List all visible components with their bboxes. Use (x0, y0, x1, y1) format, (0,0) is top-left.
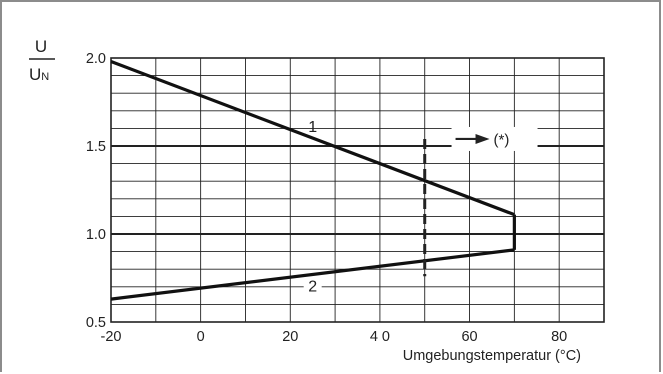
series-line (110, 248, 515, 301)
x-tick-label: -20 (101, 329, 122, 345)
x-tick-label: 20 (282, 329, 298, 345)
series-label: 1 (308, 119, 317, 136)
x-tick-label: 80 (551, 329, 567, 345)
minor-grid (111, 58, 604, 322)
x-tick-label: 4 0 (370, 329, 390, 345)
plot-border (110, 57, 605, 323)
arrow-head-icon (475, 133, 490, 144)
annotation-label: (*) (494, 131, 510, 148)
y-tick-label: 0.5 (86, 315, 106, 331)
annotation-layer: (*) (423, 126, 538, 277)
annotation-background (451, 126, 538, 151)
series-line (110, 60, 515, 217)
y-tick-label: 2.0 (86, 51, 106, 67)
major-grid (111, 145, 604, 235)
y-axis-label-numerator: U (35, 37, 47, 56)
series-label-background (303, 278, 322, 295)
y-axis-label-denominator: UN (29, 65, 49, 84)
ticks-layer: -20 0 20 4 0 60 80 2.0 1.5 1.0 0.5 (86, 51, 567, 345)
x-tick-label: 60 (461, 329, 477, 345)
x-axis-label: Umgebungstemperatur (°C) (403, 348, 581, 364)
y-tick-label: 1.5 (86, 139, 106, 155)
series-layer: 12 (110, 60, 516, 301)
y-tick-label: 1.0 (86, 227, 106, 243)
series-label: 2 (308, 278, 317, 295)
x-tick-label: 0 (197, 329, 205, 345)
